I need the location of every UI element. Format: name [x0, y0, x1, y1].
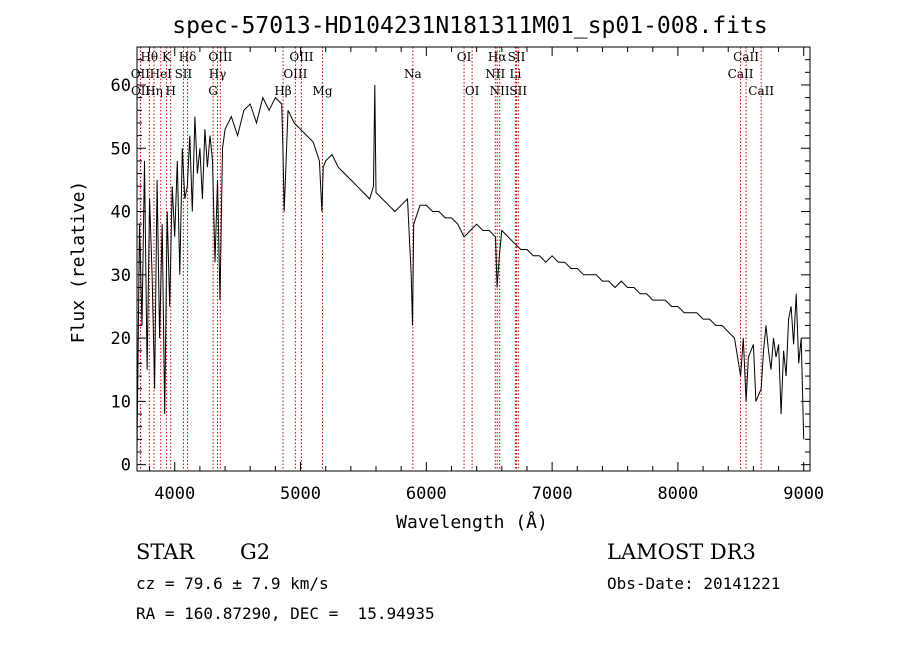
- x-tick-label: 6000: [406, 484, 447, 504]
- x-tick-label: 7000: [532, 484, 573, 504]
- observation-date: Obs-Date: 20141221: [607, 574, 781, 593]
- line-marker-label: OII: [131, 84, 151, 98]
- x-axis: 4000 5000 6000 7000 8000 9000: [149, 47, 824, 504]
- line-marker-label: CaII: [728, 67, 754, 81]
- line-marker-label: OIII: [283, 67, 307, 81]
- line-marker-label: G: [208, 84, 218, 98]
- line-marker-label: Li: [509, 67, 521, 81]
- object-type: STAR: [136, 540, 195, 564]
- line-marker-label: CaII: [733, 50, 759, 64]
- y-axis: 0 10 20 30 40 50 60: [111, 59, 810, 476]
- plot-frame: [136, 46, 811, 472]
- x-axis-label: Wavelength (Å): [396, 511, 548, 533]
- line-marker-label: Hη: [145, 84, 163, 98]
- line-markers: [139, 47, 762, 471]
- x-tick-label: 4000: [154, 484, 195, 504]
- line-marker-label: Na: [404, 67, 422, 81]
- line-marker-label: Mg: [313, 84, 333, 98]
- x-tick-label: 9000: [783, 484, 824, 504]
- line-marker-label: H: [165, 84, 175, 98]
- y-tick-label: 30: [111, 266, 131, 286]
- y-axis-label: Flux (relative): [68, 181, 89, 344]
- line-marker-label: Hα: [488, 50, 507, 64]
- y-tick-label: 50: [111, 139, 131, 159]
- chart-title: spec-57013-HD104231N181311M01_sp01-008.f…: [172, 13, 767, 39]
- survey-name: LAMOST DR3: [607, 540, 756, 564]
- line-marker-label: OI: [465, 84, 480, 98]
- line-marker-label: Hγ: [209, 67, 227, 81]
- redshift-cz: cz = 79.6 ± 7.9 km/s: [136, 574, 329, 593]
- line-marker-label: OI: [457, 50, 472, 64]
- y-tick-label: 0: [121, 456, 131, 476]
- y-tick-label: 20: [111, 329, 131, 349]
- y-tick-label: 60: [111, 76, 131, 96]
- line-marker-label: Hθ: [140, 50, 158, 64]
- line-marker-label: NII: [490, 84, 510, 98]
- y-tick-label: 10: [111, 392, 131, 412]
- line-marker-label: SII: [175, 67, 193, 81]
- x-tick-label: 8000: [657, 484, 698, 504]
- line-marker-label: Hδ: [179, 50, 197, 64]
- x-tick-label: 5000: [280, 484, 321, 504]
- spectral-subclass: G2: [240, 540, 271, 564]
- line-marker-label: K: [162, 50, 172, 64]
- line-marker-label: NII: [485, 67, 505, 81]
- line-marker-label: SII: [508, 50, 526, 64]
- spectrum-line: [136, 84, 805, 453]
- coordinates: RA = 160.87290, DEC = 15.94935: [136, 604, 435, 623]
- line-marker-label: OIII: [289, 50, 313, 64]
- line-marker-label: OII: [131, 67, 151, 81]
- line-marker-label: SII: [509, 84, 527, 98]
- y-tick-label: 40: [111, 203, 131, 223]
- line-marker-label: CaII: [748, 84, 774, 98]
- line-marker-label: HeI: [150, 67, 173, 81]
- line-marker-label: Hβ: [274, 84, 291, 98]
- line-marker-label: OIII: [208, 50, 232, 64]
